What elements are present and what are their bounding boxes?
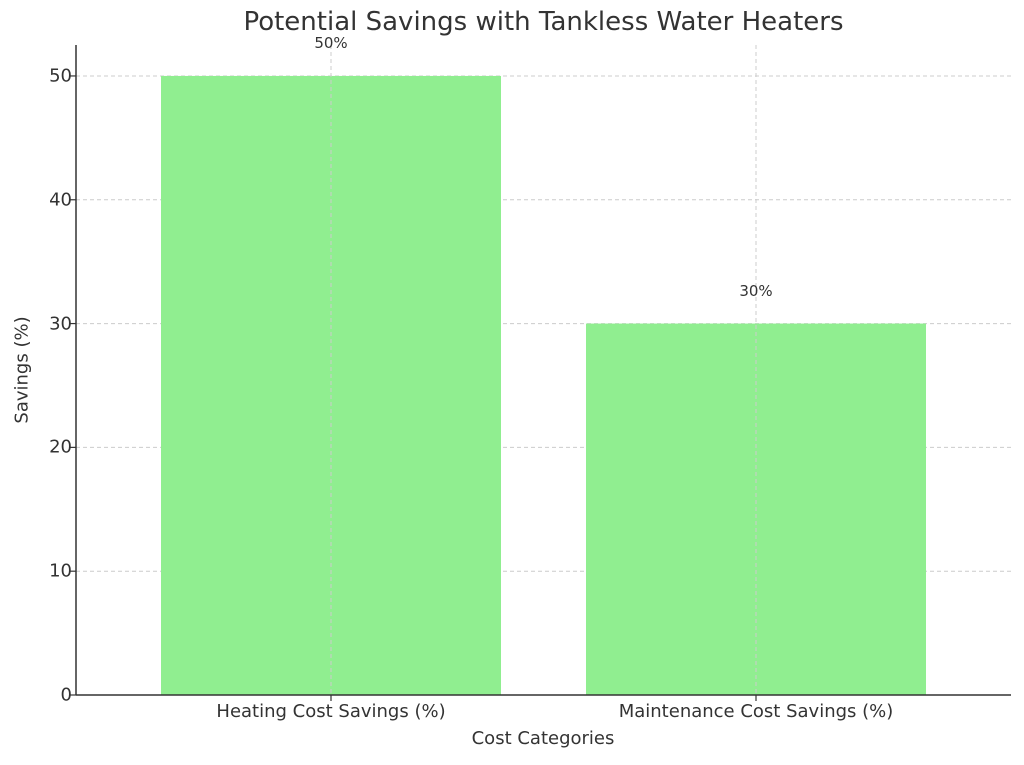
- bar: [161, 75, 501, 695]
- y-tick-label: 10: [49, 560, 72, 582]
- y-tick-label: 30: [49, 313, 72, 335]
- y-tick-label: 50: [49, 65, 72, 87]
- axes: [70, 45, 1011, 701]
- y-axis-label: Savings (%): [11, 316, 33, 424]
- chart-title: Potential Savings with Tankless Water He…: [243, 7, 844, 37]
- y-tick-label: 20: [49, 436, 72, 458]
- bars: [161, 75, 926, 695]
- y-tick-label: 0: [60, 684, 72, 706]
- x-tick-label: Heating Cost Savings (%): [216, 701, 446, 722]
- x-tick-label: Maintenance Cost Savings (%): [618, 701, 894, 722]
- y-tick-label: 40: [49, 189, 72, 211]
- vertical-gridlines: [330, 45, 757, 695]
- bar-value-label: 50%: [314, 33, 348, 52]
- bar-value-label: 30%: [739, 281, 773, 300]
- x-axis-label: Cost Categories: [471, 728, 615, 749]
